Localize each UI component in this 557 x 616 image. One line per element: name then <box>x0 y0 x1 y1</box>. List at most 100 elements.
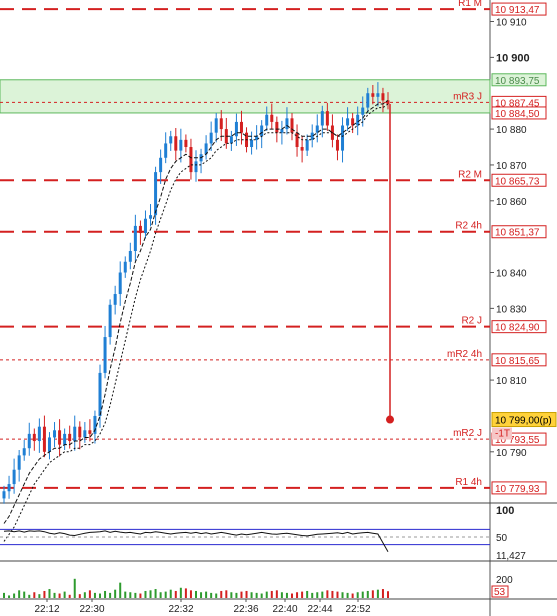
volume-bar <box>195 590 197 598</box>
candle-body <box>83 430 87 438</box>
volume-bar <box>83 592 86 598</box>
volume-bar <box>245 590 248 598</box>
candle-body <box>320 111 324 126</box>
candle-body <box>366 93 370 108</box>
candle-body <box>184 139 188 148</box>
candle-body <box>22 448 26 456</box>
order-tag: -1T <box>495 429 510 440</box>
level-value-box <box>491 481 547 495</box>
y-tick-label: 10 790 <box>496 448 527 459</box>
x-tick-label: 22:40 <box>272 604 297 615</box>
volume-bar <box>73 578 76 598</box>
level-name: R2 M <box>458 169 482 180</box>
order-marker <box>386 415 394 424</box>
order-price-box <box>491 412 557 428</box>
x-tick-label: 22:32 <box>168 604 193 615</box>
candle-body <box>341 125 345 151</box>
candle-body <box>189 147 193 173</box>
volume-bar <box>275 590 278 598</box>
y-tick-label: 10 810 <box>496 376 527 387</box>
volume-bar <box>189 590 192 598</box>
level-value: 10 887,45 <box>495 98 540 109</box>
candle-body <box>280 129 284 133</box>
volume-bar <box>144 590 147 598</box>
candle-body <box>275 121 279 133</box>
volume-bar <box>58 593 61 598</box>
level-name: R2 J <box>461 316 482 327</box>
order-price: 10 799,00(p) <box>495 416 552 427</box>
candle-body <box>68 433 72 442</box>
candle-body <box>265 114 269 126</box>
volume-bar <box>78 594 81 598</box>
candle-body <box>128 251 132 262</box>
x-tick-label: 22:30 <box>79 604 104 615</box>
volume-bar <box>184 588 187 598</box>
volume-bar <box>265 591 268 598</box>
candle-body <box>78 426 82 438</box>
volume-bar <box>38 594 41 598</box>
candle-body <box>346 118 350 126</box>
level-name: mR3 J <box>453 91 482 102</box>
moving-average-fast <box>3 99 389 524</box>
level-value: 10 913,47 <box>495 5 540 16</box>
level-value: 10 779,93 <box>495 484 540 495</box>
volume-bar <box>8 595 11 598</box>
candle-body <box>17 455 21 470</box>
volume-value: 53 <box>494 587 506 598</box>
candle-body <box>103 337 107 373</box>
volume-bar <box>109 592 112 598</box>
candle-body <box>164 143 168 158</box>
volume-bar <box>43 590 46 598</box>
candle-body <box>219 118 223 130</box>
candle-body <box>143 218 147 234</box>
candle-body <box>300 147 304 151</box>
candle-body <box>194 161 198 173</box>
candle-body <box>123 261 127 273</box>
oscillator-mid-label: 50 <box>496 533 508 544</box>
volume-bar <box>220 590 223 598</box>
level-value: 10 815,65 <box>495 356 540 367</box>
oscillator-top-label: 100 <box>496 505 514 517</box>
volume-bar <box>250 592 253 598</box>
volume-bar <box>270 590 273 598</box>
volume-top-label: 200 <box>496 575 513 586</box>
volume-bar <box>169 589 172 598</box>
volume-bar <box>215 593 218 598</box>
level-name: mR2 4h <box>447 349 482 360</box>
volume-bar <box>235 592 238 598</box>
candle-body <box>325 111 329 126</box>
volume-bar <box>240 591 243 598</box>
candle-body <box>58 430 62 445</box>
candle-body <box>93 415 97 434</box>
y-tick-label: 10 880 <box>496 125 527 136</box>
candle-body <box>386 100 390 104</box>
volume-bar <box>88 590 91 598</box>
oscillator-value: 11,427 <box>496 551 526 562</box>
volume-bar <box>48 589 51 598</box>
level-name: R2 4h <box>455 221 482 232</box>
candle-body <box>376 93 380 97</box>
y-tick-label: 10 830 <box>496 304 527 315</box>
candle-body <box>88 430 92 434</box>
x-tick-label: 22:52 <box>345 604 370 615</box>
candle-body <box>270 114 274 122</box>
candle-body <box>32 433 36 442</box>
volume-bar <box>351 593 354 598</box>
volume-bar <box>139 593 142 598</box>
level-name: R1 4h <box>455 477 482 488</box>
level-value-box <box>491 353 547 367</box>
candle-body <box>371 93 375 97</box>
volume-bar <box>381 589 384 598</box>
volume-bar <box>296 592 299 598</box>
candle-body <box>42 426 46 452</box>
candle-body <box>174 136 178 151</box>
candle-body <box>351 118 355 126</box>
candle-body <box>204 143 208 155</box>
candle-body <box>73 426 77 442</box>
candle-body <box>209 132 213 144</box>
volume-bar <box>376 589 379 598</box>
candle-body <box>7 484 11 492</box>
candle-body <box>37 426 41 442</box>
candle-body <box>285 118 289 130</box>
